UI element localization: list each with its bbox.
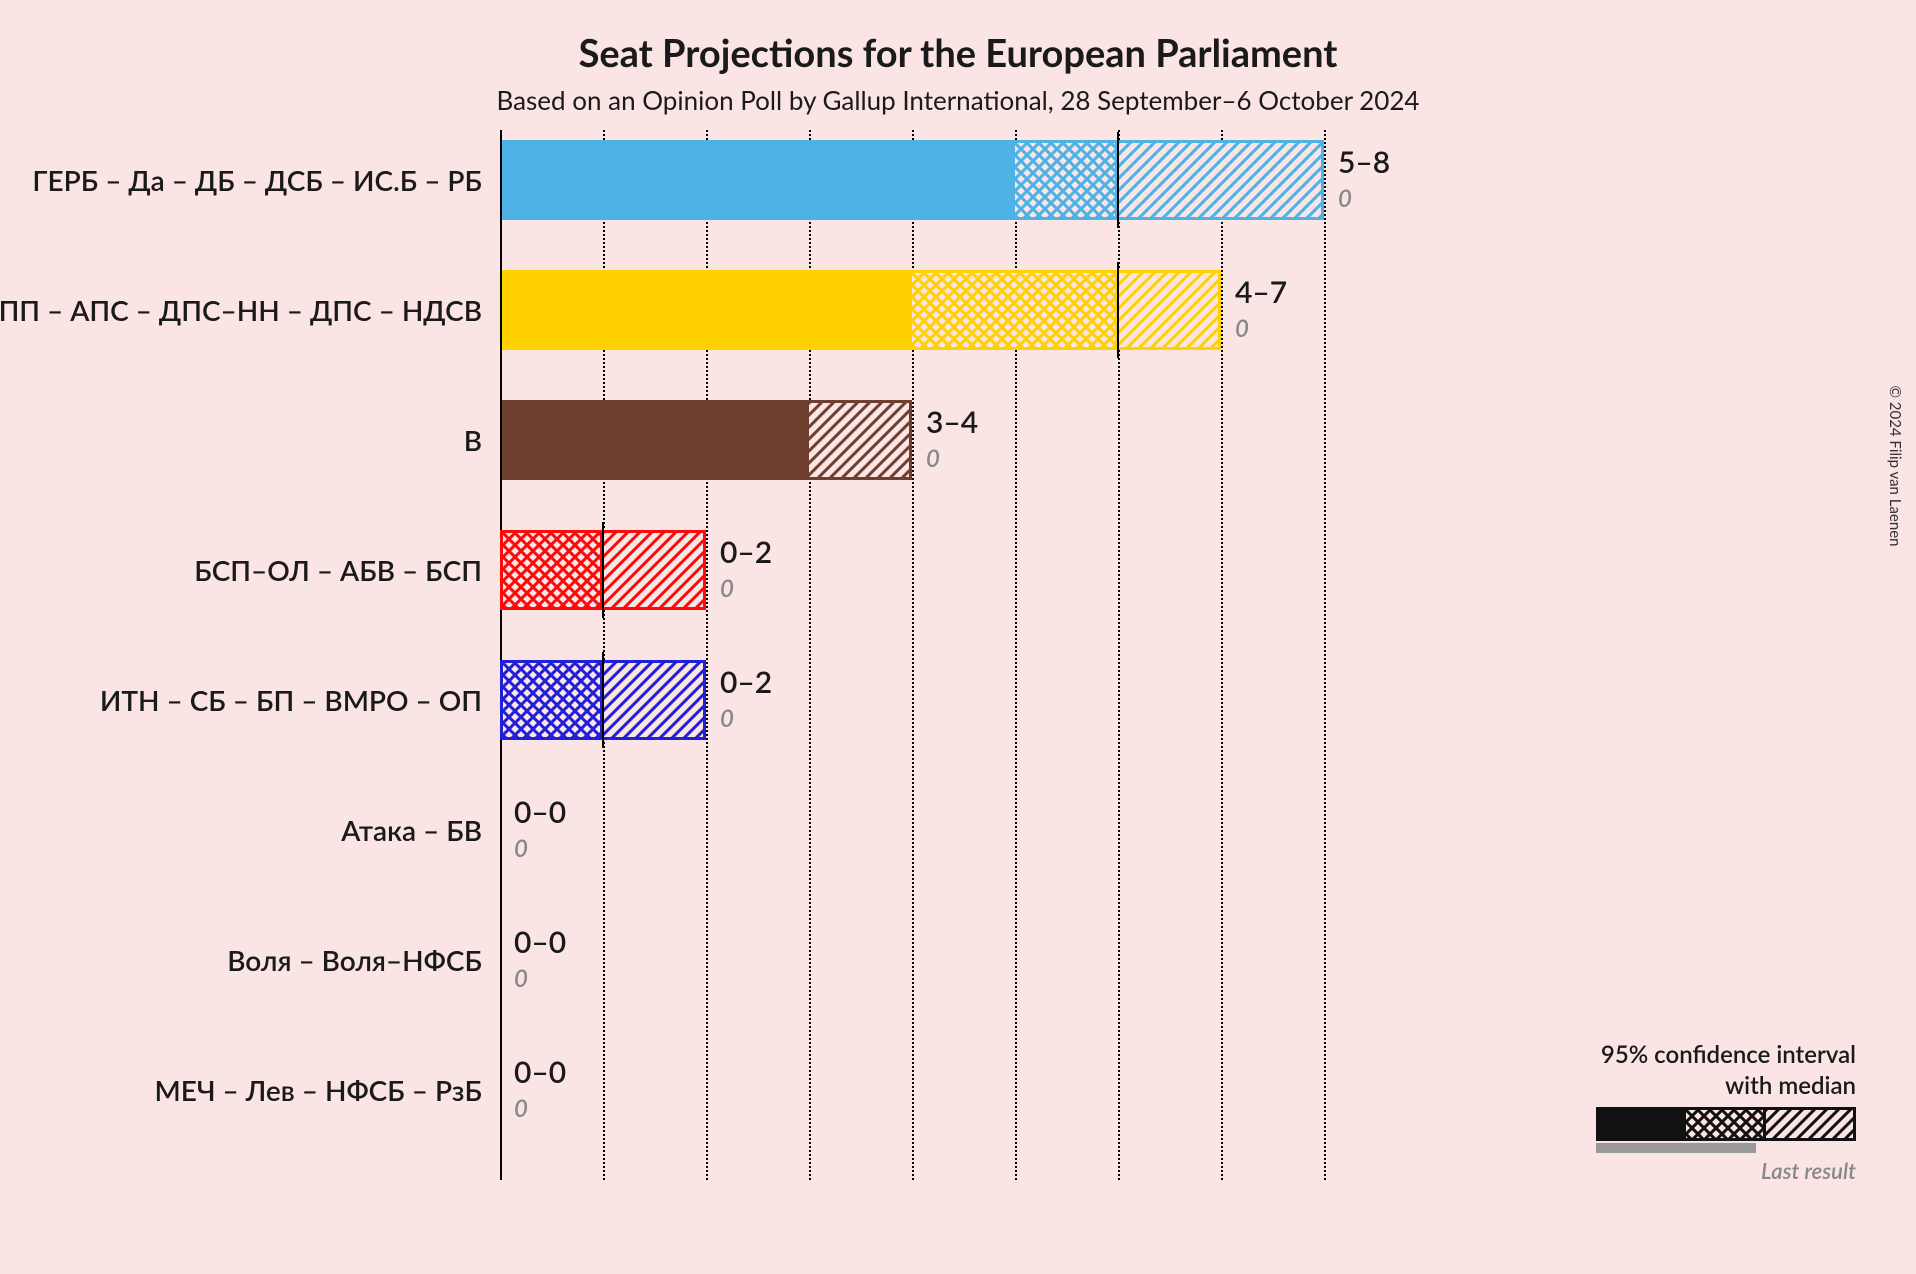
bar-row: БСП–ОЛ – АБВ – БСП0–20 xyxy=(500,530,706,610)
bar-label: ГЕРБ – Да – ДБ – ДСБ – ИС.Б – РБ xyxy=(32,163,482,197)
bar-diagonal xyxy=(603,530,706,610)
last-result-label: 0 xyxy=(1338,184,1352,213)
median-tick xyxy=(1117,132,1119,228)
bar-row: ПП – АПС – ДПС–НН – ДПС – НДСВ4–70 xyxy=(500,270,1221,350)
bar-solid xyxy=(502,400,809,480)
bar-label: МЕЧ – Лев – НФСБ – РзБ xyxy=(154,1073,482,1107)
range-label: 3–4 xyxy=(926,404,978,440)
last-result-label: 0 xyxy=(720,574,734,603)
bar-row: В3–40 xyxy=(500,400,912,480)
gridline xyxy=(1221,130,1223,1180)
bar-label: БСП–ОЛ – АБВ – БСП xyxy=(194,553,482,587)
legend-solid xyxy=(1596,1107,1686,1141)
last-result-label: 0 xyxy=(1235,314,1249,343)
chart-title: Seat Projections for the European Parlia… xyxy=(0,30,1916,76)
gridline xyxy=(1324,130,1326,1180)
bar-diagonal xyxy=(603,660,706,740)
legend-last-bar xyxy=(1596,1143,1756,1153)
last-result-label: 0 xyxy=(720,704,734,733)
bar-diagonal xyxy=(1118,140,1324,220)
bar-label: ИТН – СБ – БП – ВМРО – ОП xyxy=(100,683,482,717)
bar-crosshatch xyxy=(912,270,1118,350)
bar-label: В xyxy=(464,423,482,457)
range-label: 0–2 xyxy=(720,534,772,570)
last-result-label: 0 xyxy=(514,964,528,993)
last-result-label: 0 xyxy=(514,1094,528,1123)
copyright: © 2024 Filip van Laenen xyxy=(1886,385,1904,546)
bar-diagonal xyxy=(1118,270,1221,350)
legend-last-row xyxy=(1596,1143,1856,1153)
range-label: 0–0 xyxy=(514,1054,566,1090)
range-label: 0–0 xyxy=(514,924,566,960)
bar-solid xyxy=(502,270,912,350)
legend-bar xyxy=(1596,1107,1856,1141)
legend-line2: with median xyxy=(1596,1070,1856,1101)
last-result-label: 0 xyxy=(926,444,940,473)
bar-crosshatch xyxy=(500,660,603,740)
legend-last-text: Last result xyxy=(1596,1157,1856,1184)
last-result-label: 0 xyxy=(514,834,528,863)
range-label: 0–2 xyxy=(720,664,772,700)
legend-cross xyxy=(1686,1107,1766,1141)
median-tick xyxy=(602,522,604,618)
bar-row: ГЕРБ – Да – ДБ – ДСБ – ИС.Б – РБ5–80 xyxy=(500,140,1324,220)
legend-diag xyxy=(1766,1107,1856,1141)
range-label: 5–8 xyxy=(1338,144,1390,180)
bar-row: ИТН – СБ – БП – ВМРО – ОП0–20 xyxy=(500,660,706,740)
range-label: 4–7 xyxy=(1235,274,1287,310)
bar-crosshatch xyxy=(500,530,603,610)
legend: 95% confidence interval with median Last… xyxy=(1596,1039,1856,1184)
bar-diagonal xyxy=(809,400,912,480)
legend-line1: 95% confidence interval xyxy=(1596,1039,1856,1070)
chart-subtitle: Based on an Opinion Poll by Gallup Inter… xyxy=(0,84,1916,116)
bar-label: ПП – АПС – ДПС–НН – ДПС – НДСВ xyxy=(0,293,482,327)
median-tick xyxy=(602,652,604,748)
range-label: 0–0 xyxy=(514,794,566,830)
bar-label: Атака – БВ xyxy=(341,813,482,847)
median-tick xyxy=(1117,262,1119,358)
bar-crosshatch xyxy=(1015,140,1118,220)
bar-solid xyxy=(502,140,1015,220)
chart-container: Seat Projections for the European Parlia… xyxy=(0,20,1916,1274)
bar-label: Воля – Воля–НФСБ xyxy=(227,943,482,977)
